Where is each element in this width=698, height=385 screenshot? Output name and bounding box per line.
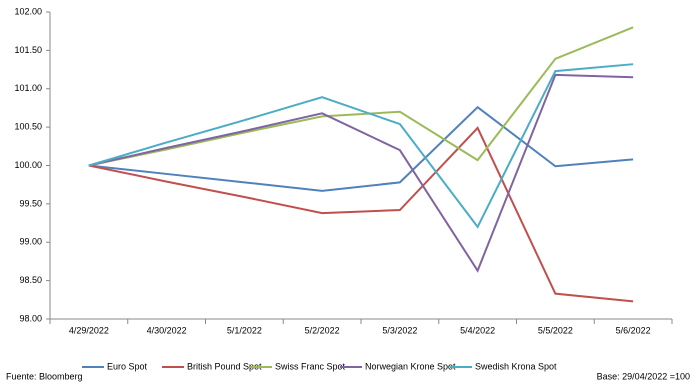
legend-label: Norwegian Krone Spot xyxy=(365,361,456,371)
x-tick-label: 5/5/2022 xyxy=(538,325,573,335)
x-tick-label: 5/6/2022 xyxy=(616,325,651,335)
y-tick-label: 102.00 xyxy=(14,6,42,16)
y-tick-label: 100.00 xyxy=(14,160,42,170)
x-tick-label: 4/30/2022 xyxy=(147,325,187,335)
legend-label: Swedish Krona Spot xyxy=(475,361,557,371)
source: Fuente: Bloomberg xyxy=(6,371,83,381)
x-tick-label: 5/2/2022 xyxy=(305,325,340,335)
x-tick-label: 5/1/2022 xyxy=(227,325,262,335)
y-tick-label: 99.00 xyxy=(19,237,42,247)
series-line xyxy=(88,105,634,192)
y-tick-label: 100.50 xyxy=(14,122,42,132)
legend-label: Euro Spot xyxy=(107,361,148,371)
series-line xyxy=(88,63,634,229)
note: Base: 29/04/2022 =100 xyxy=(597,371,690,381)
y-tick-label: 98.50 xyxy=(19,275,42,285)
y-tick-label: 99.50 xyxy=(19,198,42,208)
x-tick-label: 5/4/2022 xyxy=(460,325,495,335)
series-line xyxy=(88,73,634,273)
x-tick-label: 5/3/2022 xyxy=(382,325,417,335)
y-tick-label: 101.00 xyxy=(14,83,42,93)
y-tick-label: 98.00 xyxy=(19,313,42,323)
legend-label: Swiss Franc Spot xyxy=(275,361,346,371)
y-tick-label: 101.50 xyxy=(14,45,42,55)
x-tick-label: 4/29/2022 xyxy=(69,325,109,335)
legend-label: British Pound Spot xyxy=(187,361,262,371)
series-line xyxy=(88,126,634,303)
series-line xyxy=(88,26,634,167)
